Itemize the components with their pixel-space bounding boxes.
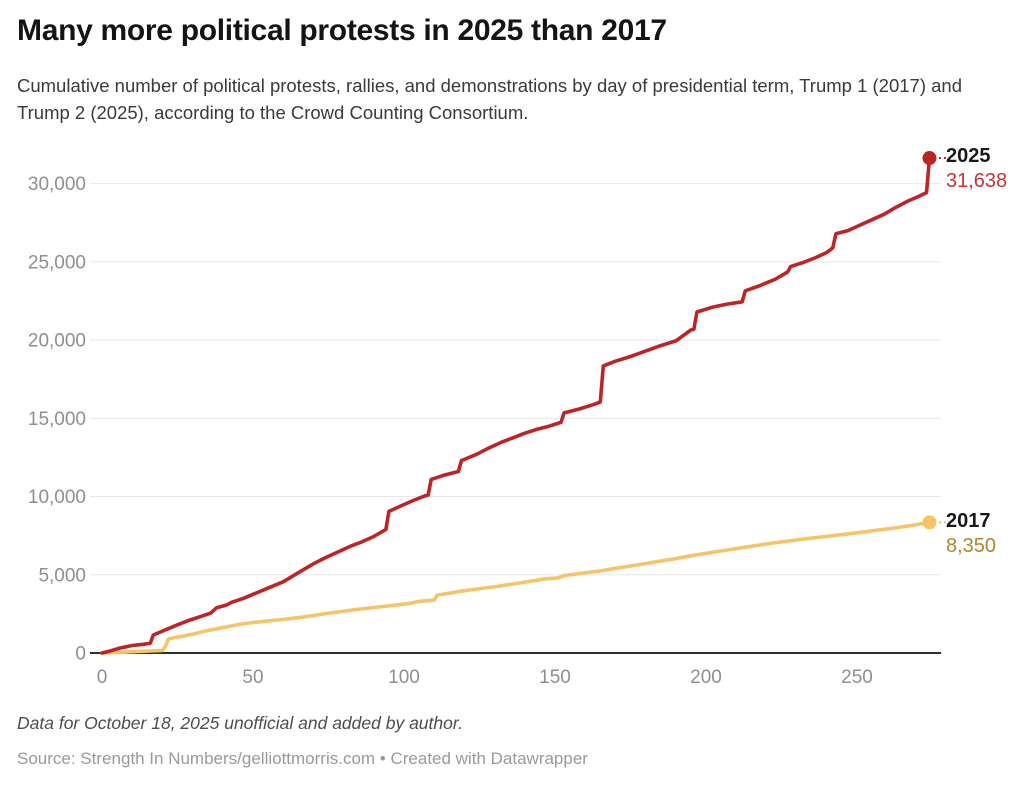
series-value-2025: 31,638 <box>946 170 1008 192</box>
x-tick-label: 250 <box>841 667 873 688</box>
x-tick-label: 200 <box>690 667 722 688</box>
chart-title: Many more political protests in 2025 tha… <box>17 14 667 47</box>
data-note: Data for October 18, 2025 unofficial and… <box>17 713 463 733</box>
endpoint-dot-2017 <box>922 515 937 530</box>
chart-subtitle: Cumulative number of political protests,… <box>17 75 962 123</box>
series-label-2017: 2017 8,350 <box>946 509 996 559</box>
series-name-2025: 2025 <box>946 145 991 167</box>
y-tick-label: 25,000 <box>28 252 86 273</box>
source-credit: Source: Strength In Numbers/gelliottmorr… <box>17 749 588 768</box>
line-2017 <box>100 520 932 655</box>
series-name-2017: 2017 <box>946 510 991 532</box>
y-tick-label: 20,000 <box>28 331 86 352</box>
x-tick-label: 150 <box>539 667 571 688</box>
x-tick-label: 50 <box>242 667 263 688</box>
y-tick-label: 0 <box>75 644 86 665</box>
series-label-2025: 2025 31,638 <box>946 144 1007 194</box>
y-tick-label: 30,000 <box>28 174 86 195</box>
series-value-2017: 8,350 <box>946 535 997 557</box>
x-tick-label: 100 <box>388 667 420 688</box>
x-tick-label: 0 <box>97 667 108 688</box>
line-2025 <box>100 156 932 655</box>
y-tick-label: 15,000 <box>28 409 86 430</box>
y-tick-label: 5,000 <box>38 565 86 586</box>
endpoint-dot-2025 <box>922 151 937 166</box>
y-tick-label: 10,000 <box>28 487 86 508</box>
